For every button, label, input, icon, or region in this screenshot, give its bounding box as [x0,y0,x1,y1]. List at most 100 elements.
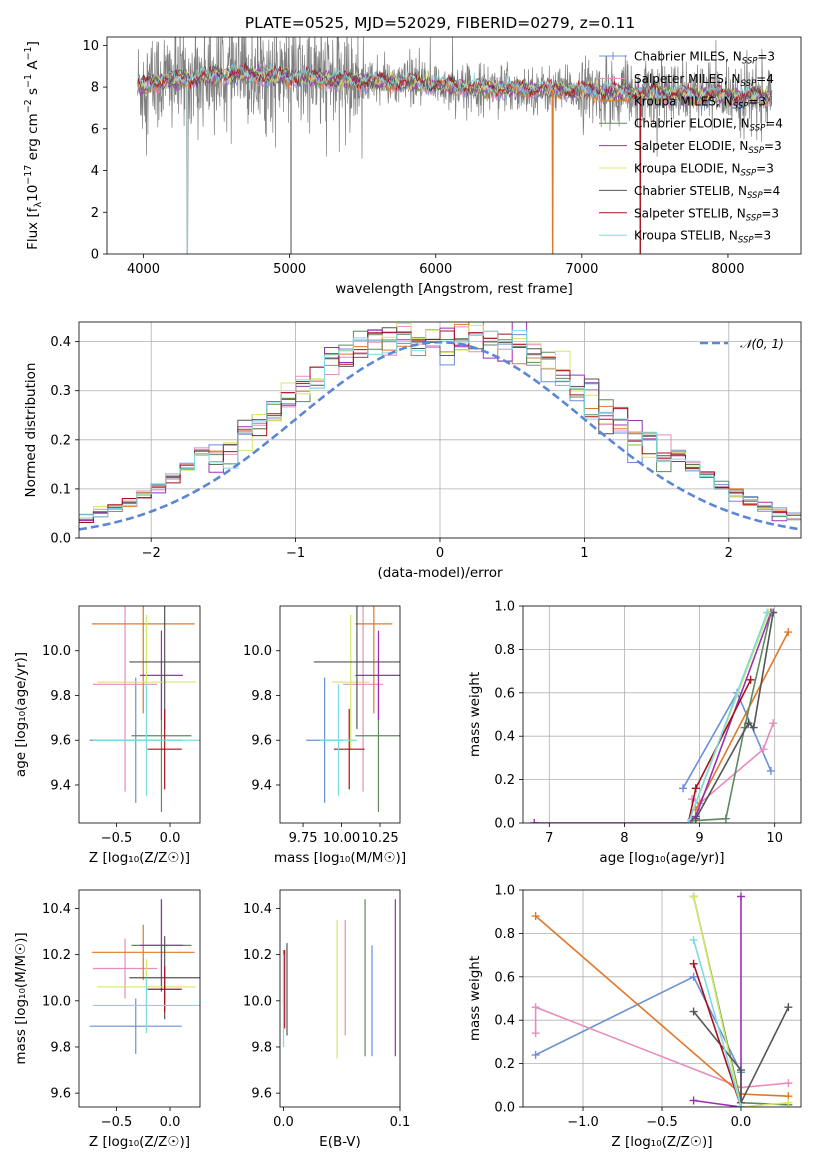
y-label-part: −1 [23,46,34,60]
y-tick-label: 0.3 [50,384,71,399]
legend-marker [609,52,617,60]
weight-line [695,612,774,820]
y-tick-label: 0.4 [494,1014,515,1029]
y-tick-label: 0.8 [494,927,515,942]
figure-title: PLATE=0525, MJD=52029, FIBERID=0279, z=0… [245,14,635,32]
y-axis-label: Normed distribution [23,363,39,498]
y-tick-label: 0.0 [50,532,71,547]
y-label-part: 10 [25,185,41,202]
legend-label-count: =4 [763,184,781,198]
legend-label-text: Kroupa ELODIE, N [634,162,741,176]
legend-label-text: Chabrier MILES, N [634,50,742,64]
legend-label-count: =4 [756,72,774,86]
y-tick-label: 10.0 [42,644,71,659]
plot-area [282,899,396,1059]
y-tick-label: 1.0 [494,600,515,615]
weight-line [535,975,742,1073]
x-axis-label: mass [log₁₀(M/M☉)] [274,850,406,866]
y-label-part: λ [33,202,44,208]
x-tick-label: 7000 [565,262,598,277]
axes-frame [78,321,802,539]
y-tick-label: 9.4 [50,778,71,793]
y-tick-label: 8 [91,81,99,96]
panel-mass-vs-ebv: 0.0 0.1 9.6 9.8 10.0 10.2 10.4 E(B-V) [243,889,410,1150]
legend-label-text: Chabrier STELIB, N [634,184,747,198]
y-label-part: −2 [23,99,34,113]
panel-weight-vs-age: 7 8 9 10 0.0 0.2 0.4 0.6 0.8 1.0 age [log₁₀(age/yr… [467,600,802,866]
panel-spectrum: 4000 5000 6000 7000 8000 0 2 4 6 8 10 wavelength [A… [23,36,802,297]
weight-line [692,896,789,1107]
y-tick-label: 0.4 [494,730,515,745]
y-label-part: erg cm [25,113,41,164]
weight-line [692,612,772,822]
weight-marker [689,959,698,968]
y-tick-label: 0.0 [494,1101,515,1116]
x-tick-label: 4000 [127,262,160,277]
panel-weight-vs-Z: −1.0 −0.5 0.0 0.0 0.2 0.4 0.6 0.8 1.0 Z [log₁₀(Z/… [467,884,802,1150]
y-tick-label: 0.6 [494,970,515,985]
x-tick-label: 0.0 [731,1115,752,1130]
y-tick-label: 0.2 [494,773,515,788]
legend-label-sub: SSP [742,57,758,67]
legend-label: Kroupa ELODIE, NSSP=3 [634,162,774,179]
legend-label-text: Salpeter ELODIE, N [634,139,748,153]
y-tick-label: 2 [91,206,99,221]
y-tick-label: 10.0 [243,644,272,659]
y-tick-label: 10.0 [243,994,272,1009]
y-tick-label: 0.8 [494,643,515,658]
histogram-chabrier_stelib [79,327,801,516]
y-tick-label: 4 [91,164,99,179]
x-axis-label: Z [log₁₀(Z/Z☉)] [89,850,190,866]
weight-line [534,1006,789,1089]
weight-line [692,963,742,1107]
weight-marker [784,1003,793,1012]
weight-line [692,939,742,1107]
legend-label: Kroupa MILES, NSSP=3 [634,94,766,111]
y-tick-label: 0.2 [50,433,71,448]
legend-label-count: =3 [757,50,775,64]
x-tick-label: 2 [725,546,733,561]
plot-area [79,322,801,538]
legend-label: Salpeter MILES, NSSP=4 [634,72,774,89]
y-tick-label: 0.0 [494,817,515,832]
x-tick-label: 0.0 [160,1115,181,1130]
weight-marker [531,1050,540,1059]
legend-label-count: =3 [764,139,782,153]
y-tick-label: 9.8 [251,689,272,704]
x-tick-label: −0.5 [646,1115,678,1130]
x-tick-label: 0.0 [160,831,181,846]
y-tick-label: 0.2 [494,1057,515,1072]
legend-label-sub: SSP [747,191,763,201]
x-tick-label: 7 [545,831,553,846]
legend-label-sub: SSP [738,236,754,246]
legend-label: Chabrier MILES, NSSP=3 [634,50,775,67]
model-line-kroupa_elodie [137,65,772,107]
y-tick-label: 9.6 [251,734,272,749]
y-axis-label: Flux [fλ10−17 erg cm−2 s−1 A−1] [23,41,44,250]
weight-line [687,612,768,823]
y-label-part: s [25,88,41,99]
weight-marker [688,795,697,804]
y-tick-label: 9.4 [251,778,272,793]
weight-line [693,896,742,1107]
plot-area [89,899,200,1054]
y-tick-label: 1.0 [494,884,515,899]
x-tick-label: 10 [766,831,783,846]
weight-marker [736,892,745,901]
weight-marker [721,814,730,823]
y-label-part: A [25,60,41,74]
axes-frame [522,889,802,1108]
x-tick-label: −2 [142,546,161,561]
legend-marker [609,74,617,83]
weight-marker [763,608,772,617]
x-tick-label: −0.5 [101,831,133,846]
axes-frame [279,889,401,1108]
y-tick-label: 10.4 [243,902,272,917]
legend-label: Chabrier ELODIE, NSSP=4 [634,117,783,134]
weight-marker [736,1066,745,1075]
legend-label-count: =3 [748,94,766,108]
x-axis-label: E(B-V) [319,1134,361,1150]
y-axis-label: mass weight [467,672,483,757]
y-tick-label: 10.0 [42,994,71,1009]
